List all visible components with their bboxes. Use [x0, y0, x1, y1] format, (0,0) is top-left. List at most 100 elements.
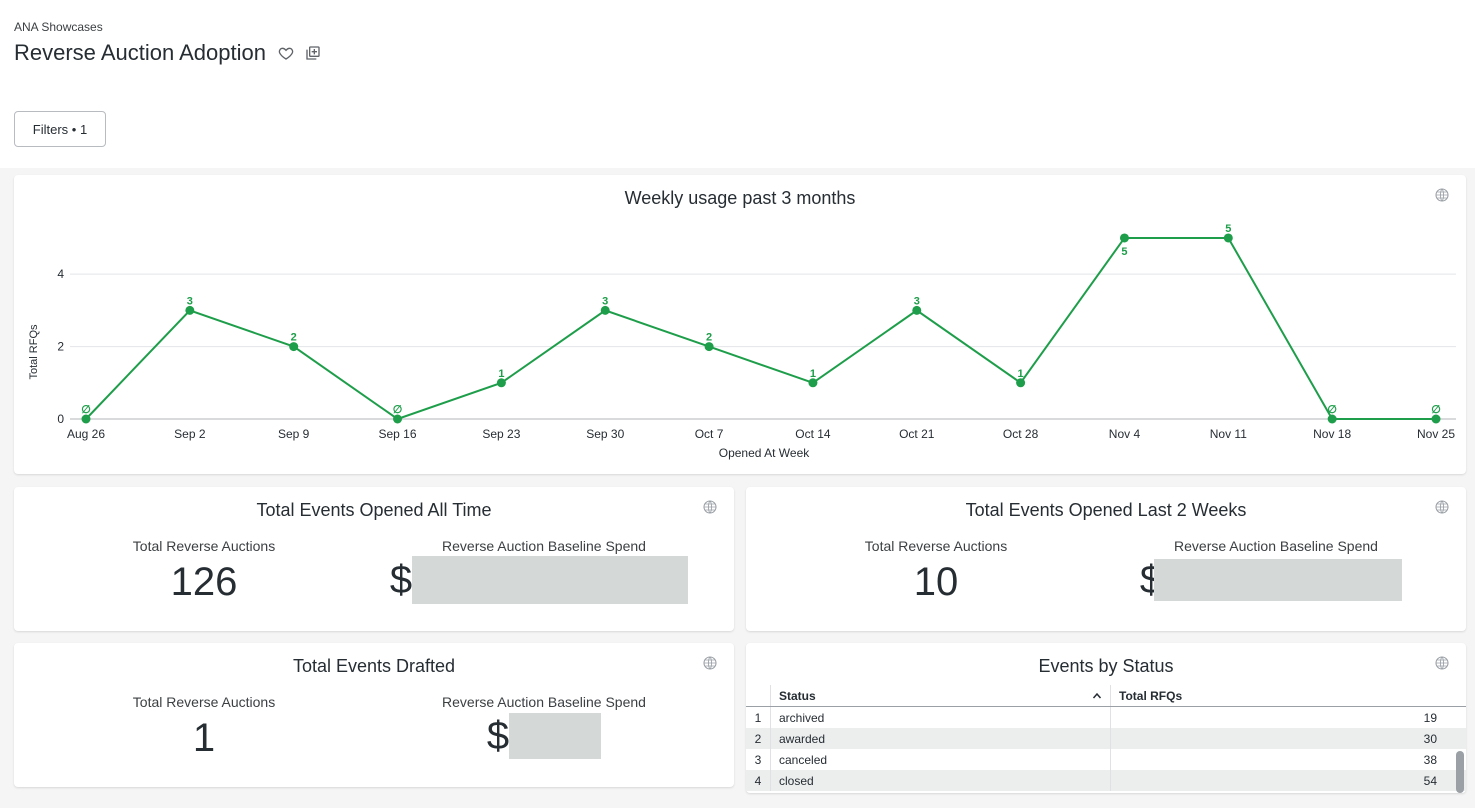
breadcrumb[interactable]: ANA Showcases — [14, 20, 103, 34]
x-axis-label: Opened At Week — [719, 446, 811, 460]
status-table: Status Total RFQs 1 archived 19 2 awarde… — [746, 685, 1466, 793]
column-header-status[interactable]: Status — [770, 685, 1110, 706]
add-to-board-icon[interactable] — [302, 42, 324, 64]
x-tick-label: Oct 21 — [899, 427, 935, 441]
x-tick-label: Sep 23 — [482, 427, 520, 441]
x-tick-label: Aug 26 — [67, 427, 105, 441]
total-cell[interactable]: 54 — [1110, 770, 1445, 791]
row-number-header — [746, 685, 770, 706]
usage-chart-tile: Weekly usage past 3 months 0 2 4 Total RFQs… — [14, 175, 1466, 474]
redacted-value — [509, 713, 602, 759]
globe-icon[interactable] — [1434, 499, 1450, 515]
data-label: ∅ — [1327, 404, 1337, 416]
x-tick-label: Oct 28 — [1003, 427, 1039, 441]
globe-icon[interactable] — [702, 499, 718, 515]
column-header-total[interactable]: Total RFQs — [1110, 685, 1445, 706]
status-cell[interactable]: awarded — [770, 728, 1110, 749]
kpi-label: Total Reverse Auctions — [864, 538, 1008, 554]
data-point — [1327, 414, 1337, 424]
kpi-value: 126 — [170, 560, 238, 604]
kpi-auctions: Total Reverse Auctions 1 — [74, 694, 334, 762]
kpi-auctions: Total Reverse Auctions 126 — [74, 538, 334, 606]
column-header-label: Status — [779, 688, 816, 703]
data-label: 1 — [498, 368, 504, 380]
kpi-label: Reverse Auction Baseline Spend — [442, 694, 646, 710]
row-number: 3 — [754, 752, 762, 767]
row-number: 4 — [754, 773, 762, 788]
x-tick-label: Nov 18 — [1313, 427, 1351, 441]
data-label: 3 — [914, 295, 920, 307]
spend-value: $ — [1116, 556, 1426, 604]
kpi-value: 1 — [192, 716, 216, 760]
x-tick-label: Sep 2 — [174, 427, 206, 441]
events-by-status-tile: Events by Status Status Total RFQs 1 arc… — [746, 643, 1466, 793]
weekly-usage-line-chart: 0 2 4 Total RFQs Opened At Week Aug 26 Sep 2 Se… — [28, 223, 1456, 460]
data-point — [1223, 233, 1233, 243]
data-point — [600, 305, 610, 315]
status-cell[interactable]: closed — [770, 770, 1110, 791]
status-cell[interactable]: canceled — [770, 749, 1110, 770]
kpi-label: Total Reverse Auctions — [132, 538, 276, 554]
total-cell[interactable]: 30 — [1110, 728, 1445, 749]
y-axis-label: Total RFQs — [28, 324, 40, 380]
kpi-label: Total Reverse Auctions — [132, 694, 276, 710]
row-number: 2 — [754, 731, 762, 746]
tile-title: Total Events Opened Last 2 Weeks — [965, 500, 1247, 520]
spend-value: $ — [384, 556, 694, 604]
sort-asc-icon[interactable] — [1092, 691, 1102, 701]
tile-title: Total Events Opened All Time — [256, 500, 492, 520]
tile-title: Weekly usage past 3 months — [624, 188, 856, 208]
currency-symbol: $ — [486, 714, 510, 758]
series-line — [85, 236, 1436, 421]
x-tick-label: Nov 25 — [1417, 427, 1455, 441]
globe-icon[interactable] — [702, 655, 718, 671]
table-header: Status Total RFQs — [746, 685, 1466, 707]
total-cell[interactable]: 38 — [1110, 749, 1445, 770]
kpi-label: Reverse Auction Baseline Spend — [1174, 538, 1378, 554]
table-row: 4 closed 54 — [746, 770, 1466, 791]
redacted-value — [1154, 559, 1403, 601]
data-label: 3 — [602, 295, 608, 307]
data-label: ∅ — [1431, 404, 1441, 416]
x-tick-label: Oct 14 — [795, 427, 831, 441]
heart-icon[interactable] — [275, 42, 297, 64]
globe-icon[interactable] — [1434, 187, 1450, 203]
status-cell[interactable]: archived — [770, 707, 1110, 728]
table-row: 1 archived 19 — [746, 707, 1466, 728]
data-label: 3 — [187, 295, 193, 307]
filters-button[interactable]: Filters • 1 — [14, 111, 106, 147]
data-point — [81, 414, 91, 424]
kpi-two-weeks-tile: Total Events Opened Last 2 Weeks Total R… — [746, 487, 1466, 631]
data-point — [289, 342, 299, 352]
kpi-spend: Reverse Auction Baseline Spend $ — [1126, 538, 1426, 604]
column-header-label: Total RFQs — [1119, 688, 1183, 703]
data-point — [496, 378, 506, 388]
globe-icon[interactable] — [1434, 655, 1450, 671]
x-tick-label: Sep 9 — [278, 427, 310, 441]
dashboard-header: ANA Showcases Reverse Auction Adoption F… — [0, 0, 1475, 168]
redacted-value — [412, 556, 689, 604]
data-label: 5 — [1225, 223, 1231, 235]
y-tick-label: 2 — [57, 340, 64, 354]
x-tick-label: Sep 30 — [586, 427, 624, 441]
kpi-spend: Reverse Auction Baseline Spend $ — [390, 538, 694, 604]
data-point — [185, 305, 195, 315]
tile-title: Total Events Drafted — [292, 656, 456, 676]
data-label: 2 — [291, 332, 297, 344]
data-point — [393, 414, 403, 424]
total-cell[interactable]: 19 — [1110, 707, 1445, 728]
tile-title: Events by Status — [1038, 656, 1174, 676]
data-label: ∅ — [81, 404, 91, 416]
data-label: ∅ — [393, 404, 403, 416]
kpi-drafted-tile: Total Events Drafted Total Reverse Aucti… — [14, 643, 734, 787]
x-tick-label: Nov 4 — [1109, 427, 1141, 441]
title-row: Reverse Auction Adoption — [14, 40, 324, 66]
y-tick-label: 0 — [57, 412, 64, 426]
data-label: 2 — [706, 332, 712, 344]
y-tick-label: 4 — [57, 267, 64, 281]
page-title: Reverse Auction Adoption — [14, 40, 266, 65]
spend-value: $ — [394, 712, 694, 760]
table-row: 3 canceled 38 — [746, 749, 1466, 770]
data-point — [808, 378, 818, 388]
table-scrollbar[interactable] — [1456, 751, 1464, 793]
